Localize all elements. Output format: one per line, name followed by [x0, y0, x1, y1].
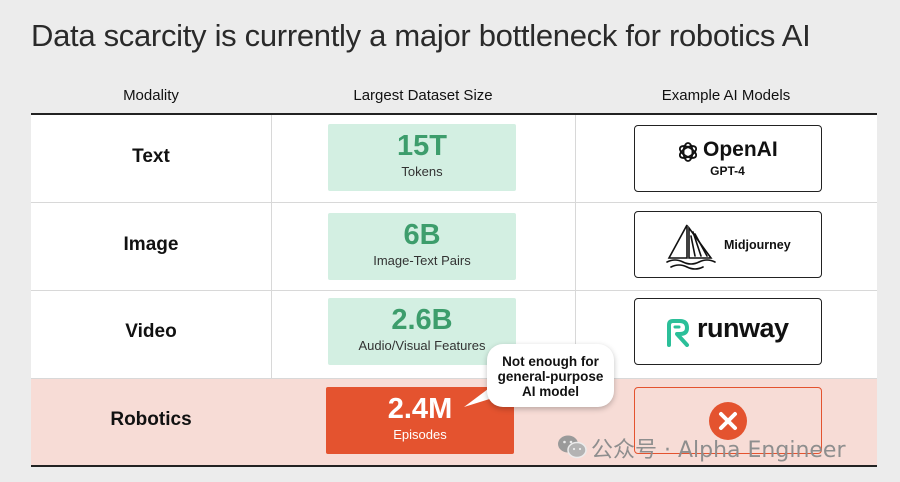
modality-label: Text: [132, 146, 170, 167]
midjourney-sailboat-icon: [666, 224, 716, 270]
row-divider: [31, 202, 877, 203]
dataset-size-value: 15T: [397, 130, 447, 162]
modality-label: Video: [125, 321, 177, 342]
no-model-box: [634, 387, 822, 454]
callout-line: AI model: [521, 384, 579, 399]
column-divider: [575, 114, 576, 378]
dataset-size-pill: 6B Image-Text Pairs: [328, 213, 516, 280]
dataset-size-pill: 2.6B Audio/Visual Features: [328, 298, 516, 365]
dataset-size-pill: 15T Tokens: [328, 124, 516, 191]
header-rule: [31, 113, 877, 115]
watermark-text: 公众号 · Alpha Engineer: [591, 438, 846, 463]
comparison-table: Text Image Video Robotics 15T Tokens 6B …: [31, 114, 877, 465]
header-example-models: Example AI Models: [661, 87, 791, 104]
dataset-size-unit: Episodes: [393, 427, 447, 442]
header-dataset-size: Largest Dataset Size: [353, 87, 493, 104]
bottom-rule: [31, 465, 877, 467]
dataset-size-value: 6B: [403, 219, 441, 251]
wechat-icon: [558, 435, 587, 459]
dataset-size-unit: Audio/Visual Features: [358, 338, 486, 353]
dataset-size-unit: Image-Text Pairs: [373, 253, 471, 268]
midjourney-brand: Midjourney: [724, 238, 791, 252]
callout-line: general-purpose: [497, 369, 604, 384]
modality-label: Image: [123, 234, 179, 255]
watermark: 公众号 · Alpha Engineer: [557, 432, 846, 464]
openai-logo-box: OpenAI GPT-4: [634, 125, 822, 192]
runway-brand: runway: [697, 313, 789, 343]
dataset-size-value: 2.6B: [391, 304, 453, 336]
callout-bubble: Not enough for general-purpose AI model: [487, 344, 614, 407]
openai-brand: OpenAI: [703, 138, 778, 161]
callout-line: Not enough for: [502, 354, 599, 369]
runway-logo-box: runway: [634, 298, 822, 365]
dataset-size-value: 2.4M: [387, 393, 453, 425]
x-mark-icon: [709, 402, 747, 440]
openai-logo-icon: [678, 142, 698, 162]
model-name: GPT-4: [710, 164, 745, 178]
column-divider: [271, 114, 272, 378]
slide-title: Data scarcity is currently a major bottl…: [31, 18, 811, 53]
modality-label: Robotics: [110, 409, 192, 430]
row-divider: [31, 290, 877, 291]
dataset-size-unit: Tokens: [401, 164, 443, 179]
row-divider: [31, 378, 877, 379]
header-modality: Modality: [123, 87, 179, 104]
runway-logo-icon: [667, 319, 689, 347]
midjourney-logo-box: Midjourney: [634, 211, 822, 278]
